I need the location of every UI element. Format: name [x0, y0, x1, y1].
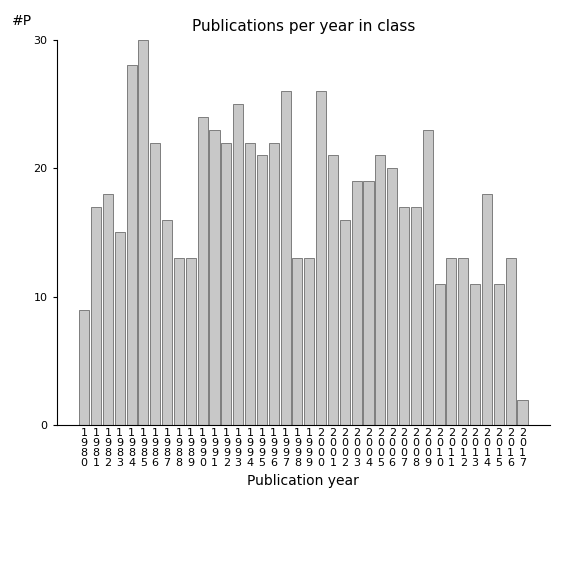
Bar [138, 40, 149, 425]
Bar [340, 219, 350, 425]
Bar [446, 258, 456, 425]
Bar [482, 194, 492, 425]
Bar [411, 207, 421, 425]
Bar [186, 258, 196, 425]
Bar [304, 258, 314, 425]
Bar [162, 219, 172, 425]
Bar [221, 142, 231, 425]
Bar [352, 181, 362, 425]
Bar [115, 232, 125, 425]
Bar [233, 104, 243, 425]
Bar [103, 194, 113, 425]
Bar [245, 142, 255, 425]
Bar [458, 258, 468, 425]
Bar [363, 181, 374, 425]
Bar [434, 284, 445, 425]
Bar [494, 284, 504, 425]
Bar [375, 155, 386, 425]
Bar [506, 258, 516, 425]
Bar [150, 142, 160, 425]
Bar [79, 310, 89, 425]
Bar [328, 155, 338, 425]
Bar [91, 207, 101, 425]
Bar [126, 65, 137, 425]
Bar [399, 207, 409, 425]
Bar [423, 130, 433, 425]
Bar [470, 284, 480, 425]
Bar [518, 400, 527, 425]
Bar [257, 155, 267, 425]
Title: Publications per year in class: Publications per year in class [192, 19, 415, 35]
Bar [281, 91, 291, 425]
Bar [387, 168, 397, 425]
Y-axis label: #P: #P [12, 14, 32, 28]
Bar [293, 258, 302, 425]
Bar [269, 142, 279, 425]
Bar [174, 258, 184, 425]
Bar [316, 91, 326, 425]
X-axis label: Publication year: Publication year [247, 473, 359, 488]
Bar [209, 130, 219, 425]
Bar [198, 117, 208, 425]
